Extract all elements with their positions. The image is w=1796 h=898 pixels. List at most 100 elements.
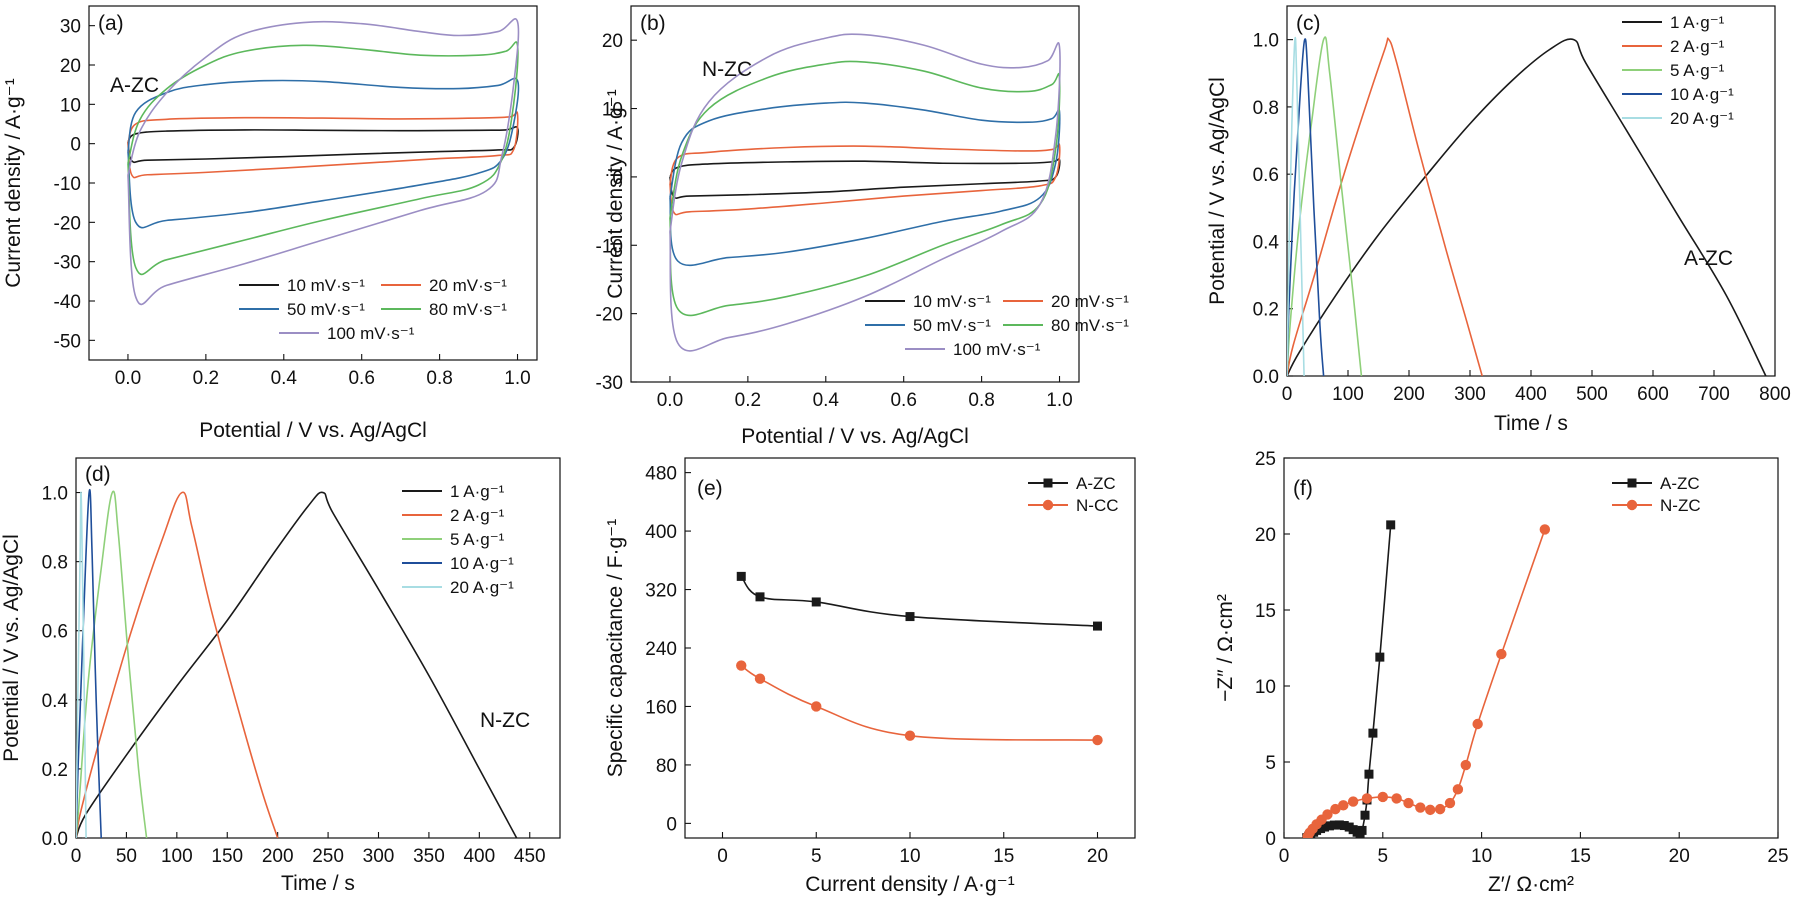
panel-a-ytick-label: -30 [54, 253, 81, 274]
panel-f-series-1-point [1415, 802, 1426, 813]
panel-f-ytick-label: 0 [1265, 829, 1276, 850]
panel-a-ytick-label: -40 [54, 292, 81, 313]
panel-f-ytick-label: 20 [1255, 525, 1276, 546]
panel-e-series-0-point [1093, 621, 1102, 631]
panel-f-ytick-label: 10 [1255, 677, 1276, 698]
panel-e-xtick-label: 20 [1087, 846, 1108, 867]
panel-a-ytick-label: 30 [60, 17, 81, 38]
panel-f-series-1-point [1472, 718, 1483, 730]
panel-c-legend: 1 A·g⁻¹ 2 A·g⁻¹ 5 A·g⁻¹ 10 A·g⁻¹ 20 A·g⁻¹ [1622, 13, 1734, 128]
panel-a-legend: 10 mV·s⁻¹ 20 mV·s⁻¹ 50 mV·s⁻¹ 80 mV·s⁻¹ 100 … [239, 276, 507, 343]
panel-c-annotation: A-ZC [1684, 247, 1733, 270]
panel-c-xtick-label: 500 [1576, 384, 1608, 405]
panel-f-frame [1283, 457, 1779, 839]
panel-d-series-2-line [76, 490, 148, 838]
panel-b-xlabel: Potential / V vs. Ag/AgCl [741, 425, 969, 448]
panel-b-ytick-label: 20 [602, 31, 623, 52]
panel-c-xtick-label: 800 [1759, 384, 1791, 405]
panel-e-xlabel: Current density / A·g⁻¹ [805, 873, 1015, 896]
panel-f-series-1-point [1444, 797, 1456, 809]
panel-b-xtick-label: 0.8 [968, 390, 994, 411]
panel-c-series-2-line [1287, 36, 1363, 376]
panel-b-series-3-line [669, 60, 1061, 317]
panel-e-legend-label: A-ZC [1076, 474, 1116, 493]
panel-c-xtick-label: 200 [1393, 384, 1425, 405]
panel-e-ytick-label: 400 [645, 522, 677, 543]
panel-c-ytick-label: 0.8 [1253, 98, 1279, 119]
panel-a-xtick-label: 0.6 [348, 368, 374, 389]
panel-a-xtick-label: 0.4 [271, 368, 298, 389]
panel-c-xlabel: Time / s [1494, 412, 1568, 435]
panel-d-legend: 1 A·g⁻¹ 2 A·g⁻¹ 5 A·g⁻¹ 10 A·g⁻¹ 20 A·g⁻¹ [402, 482, 514, 597]
panel-f-series-1-point [1539, 524, 1551, 535]
panel-b-xtick-label: 0.0 [657, 390, 683, 411]
panel-c-series-1-line [1287, 37, 1483, 376]
panel-e-series-1-point [811, 701, 822, 712]
panel-a-plot-area [127, 18, 520, 306]
panel-b-legend-label: 20 mV·s⁻¹ [1051, 292, 1129, 311]
panel-f-ytick-label: 5 [1265, 753, 1276, 774]
panel-e-xtick-label: 10 [899, 846, 920, 867]
panel-f-xtick-label: 10 [1471, 846, 1492, 867]
panel-e-series-0-point [755, 592, 765, 602]
panel-a-series-1-line [127, 111, 519, 179]
panel-a-series-2-line [127, 77, 520, 229]
panel-e-label: (e) [697, 477, 723, 500]
panel-f-ytick-label: 25 [1255, 449, 1276, 470]
panel-f-series-0-point [1329, 820, 1339, 830]
panel-c-ylabel: Potential / V vs. Ag/AgCl [1206, 77, 1229, 305]
panel-e-frame [684, 457, 1136, 839]
panel-b-xtick-label: 0.4 [813, 390, 840, 411]
panel-f-label: (f) [1293, 477, 1313, 500]
panel-e-ytick-label: 320 [645, 581, 677, 602]
panel-f-series-0-point [1320, 822, 1330, 832]
panel-d-series-3-line [76, 489, 103, 838]
panel-a-ytick-label: -10 [54, 174, 81, 195]
panel-e-series-1-line [740, 664, 1098, 741]
panel-b-ytick-label: -30 [596, 373, 623, 394]
panel-c-legend-label: 1 A·g⁻¹ [1670, 13, 1725, 32]
panel-a-xtick-label: 1.0 [504, 368, 530, 389]
panel-f-series-1-point [1460, 759, 1471, 771]
panel-f-ylabel: −Z″ / Ω·cm² [1214, 594, 1237, 702]
panel-b-ytick-label: 10 [602, 100, 623, 121]
panel-e-ytick-label: 480 [645, 464, 677, 485]
panel-e-series-0-point [905, 612, 915, 622]
panel-f-ytick-label: 15 [1255, 601, 1276, 622]
panel-a-series-4-line [127, 18, 520, 306]
panel-d-xtick-label: 200 [262, 846, 294, 867]
panel-f-legend: A-ZC N-ZC [1612, 474, 1701, 515]
panel-e-series-1-point [1092, 734, 1103, 746]
panel-c-legend-label: 20 A·g⁻¹ [1670, 109, 1734, 128]
panel-c-series-4-line [1287, 36, 1305, 376]
panel-c-ytick-label: 0.4 [1253, 232, 1280, 253]
panel-d-xtick-label: 50 [116, 846, 137, 867]
panel-f-series-1-point [1496, 648, 1507, 660]
panel-e-legend: A-ZC N-CC [1028, 474, 1119, 515]
panel-f-series-1-line [1306, 529, 1546, 837]
panel-e-plot-area [736, 571, 1103, 746]
panel-c-xtick-label: 300 [1454, 384, 1486, 405]
panel-d-legend-label: 2 A·g⁻¹ [450, 506, 505, 525]
panel-f-series-1-point [1330, 803, 1341, 815]
panel-d-frame [75, 457, 561, 839]
panel-b-series-4-line [669, 33, 1061, 352]
panel-a-xtick-label: 0.0 [115, 368, 141, 389]
panel-e-ylabel: Specific capacitance / F·g⁻¹ [604, 519, 627, 778]
panel-b-label: (b) [640, 12, 666, 35]
panel-d-xtick-label: 450 [514, 846, 546, 867]
panel-a-legend-label: 10 mV·s⁻¹ [287, 276, 365, 295]
panel-c-xtick-label: 600 [1637, 384, 1669, 405]
panel-a-xtick-label: 0.2 [193, 368, 219, 389]
panel-a: 0.0 0.2 0.4 0.6 0.8 1.0 -50 -40 -30 -20 -10 0 10 20 30… [2, 5, 538, 442]
panel-c-series-3-line [1287, 38, 1325, 376]
panel-d-series-0-line [76, 491, 518, 838]
panel-f-legend-marker [1626, 499, 1638, 511]
panel-b-legend-label: 50 mV·s⁻¹ [913, 316, 991, 335]
panel-d-legend-label: 10 A·g⁻¹ [450, 554, 514, 573]
panel-b-plot-area [669, 33, 1061, 352]
panel-f-series-1-point [1452, 784, 1464, 795]
panel-c-series-0-line [1287, 38, 1767, 376]
panel-f-series-0-point [1334, 820, 1344, 830]
panel-a-ytick-label: 10 [60, 95, 81, 116]
